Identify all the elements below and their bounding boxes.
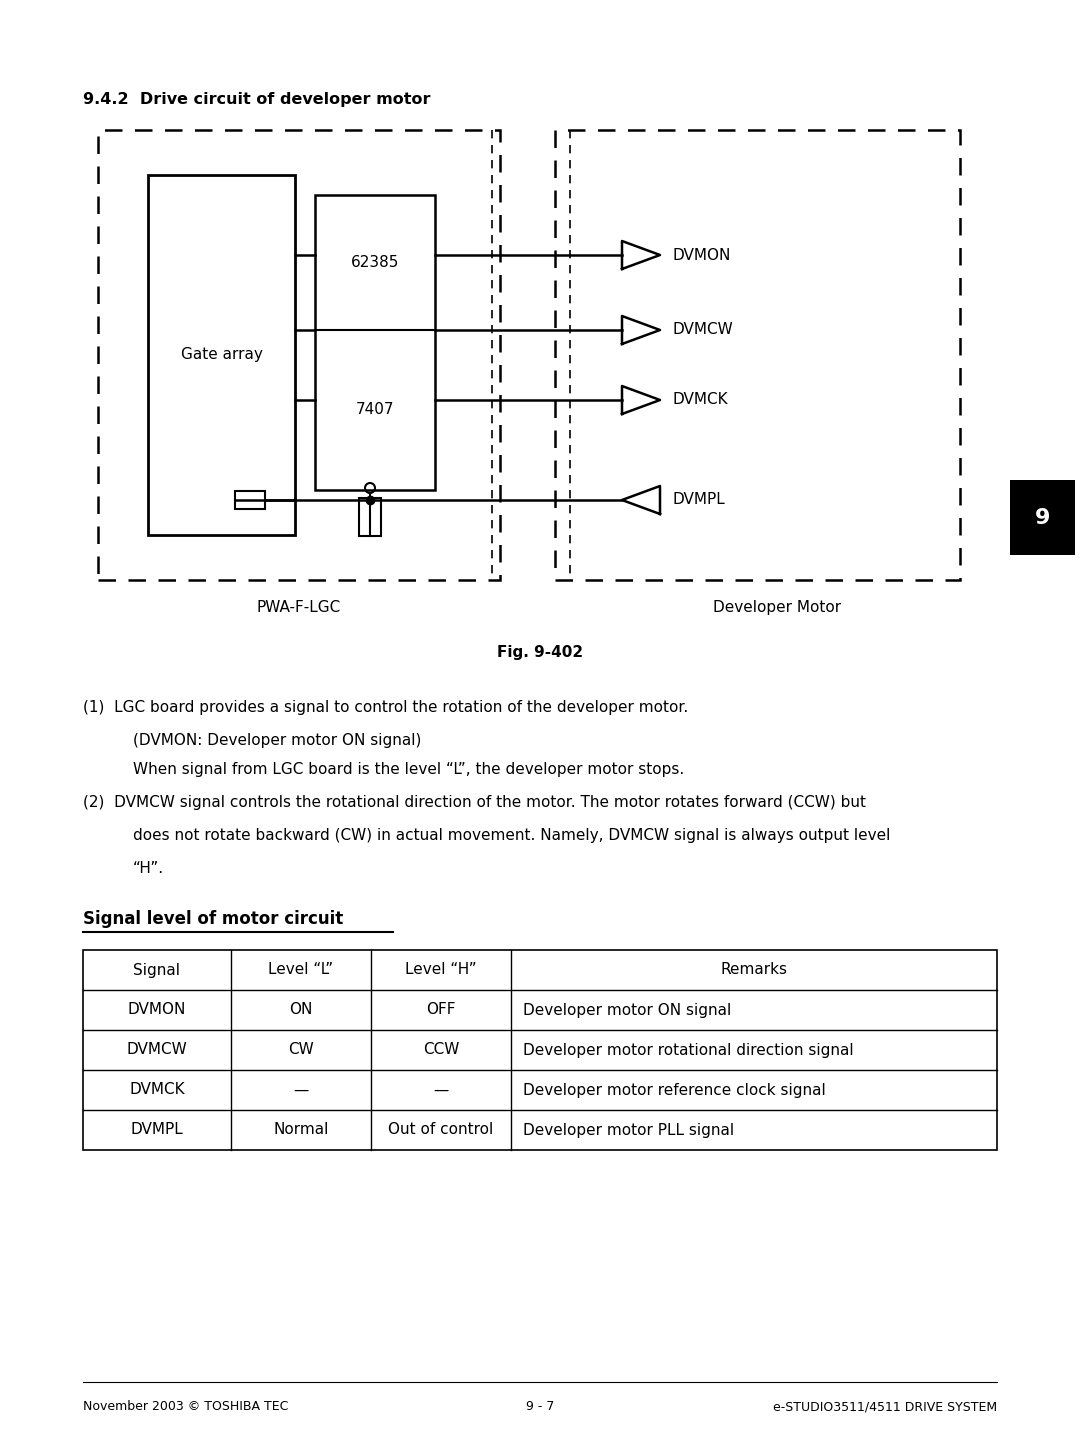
Text: Fig. 9-402: Fig. 9-402 [497,646,583,660]
Text: Signal: Signal [134,963,180,977]
Text: (DVMON: Developer motor ON signal): (DVMON: Developer motor ON signal) [133,733,421,748]
Bar [148,174,295,535]
Text: —: — [433,1082,448,1098]
Text: OFF: OFF [427,1003,456,1017]
Text: When signal from LGC board is the level “L”, the developer motor stops.: When signal from LGC board is the level … [133,762,685,777]
Text: PWA-F-LGC: PWA-F-LGC [257,599,341,615]
Text: DVMON: DVMON [127,1003,186,1017]
Text: DVMCW: DVMCW [126,1042,187,1058]
Text: Level “H”: Level “H” [405,963,476,977]
Text: 62385: 62385 [351,255,400,269]
Bar [98,130,500,579]
Bar [235,491,265,509]
Text: Out of control: Out of control [389,1123,494,1137]
Text: DVMCW: DVMCW [672,323,732,337]
Text: DVMCK: DVMCK [130,1082,185,1098]
Text: 7407: 7407 [355,402,394,418]
Text: Remarks: Remarks [720,963,787,977]
Text: Developer motor reference clock signal: Developer motor reference clock signal [523,1082,826,1098]
Bar [83,950,997,1150]
Text: DVMPL: DVMPL [672,493,725,507]
Text: 9 - 7: 9 - 7 [526,1401,554,1414]
Text: Level “L”: Level “L” [269,963,334,977]
Bar [315,195,435,490]
Text: Gate array: Gate array [180,347,262,363]
Text: —: — [294,1082,309,1098]
Text: “H”.: “H”. [133,862,164,876]
Text: 9: 9 [1035,507,1050,527]
Text: does not rotate backward (CW) in actual movement. Namely, DVMCW signal is always: does not rotate backward (CW) in actual … [133,829,890,843]
Text: DVMON: DVMON [672,248,730,262]
Text: (2)  DVMCW signal controls the rotational direction of the motor. The motor rota: (2) DVMCW signal controls the rotational… [83,795,866,810]
Text: Normal: Normal [273,1123,328,1137]
Text: Developer motor ON signal: Developer motor ON signal [523,1003,731,1017]
Text: ON: ON [289,1003,313,1017]
Bar [555,130,960,579]
Bar [359,499,381,536]
Text: (1)  LGC board provides a signal to control the rotation of the developer motor.: (1) LGC board provides a signal to contr… [83,700,688,715]
Bar [1010,480,1075,555]
Text: November 2003 © TOSHIBA TEC: November 2003 © TOSHIBA TEC [83,1401,288,1414]
Text: Signal level of motor circuit: Signal level of motor circuit [83,911,343,928]
Text: e-STUDIO3511/4511 DRIVE SYSTEM: e-STUDIO3511/4511 DRIVE SYSTEM [773,1401,997,1414]
Text: Developer motor rotational direction signal: Developer motor rotational direction sig… [523,1042,853,1058]
Text: CCW: CCW [422,1042,459,1058]
Text: 9.4.2  Drive circuit of developer motor: 9.4.2 Drive circuit of developer motor [83,92,431,107]
Text: CW: CW [288,1042,314,1058]
Text: DVMPL: DVMPL [131,1123,184,1137]
Text: DVMCK: DVMCK [672,392,728,408]
Text: Developer Motor: Developer Motor [714,599,841,615]
Text: Developer motor PLL signal: Developer motor PLL signal [523,1123,734,1137]
